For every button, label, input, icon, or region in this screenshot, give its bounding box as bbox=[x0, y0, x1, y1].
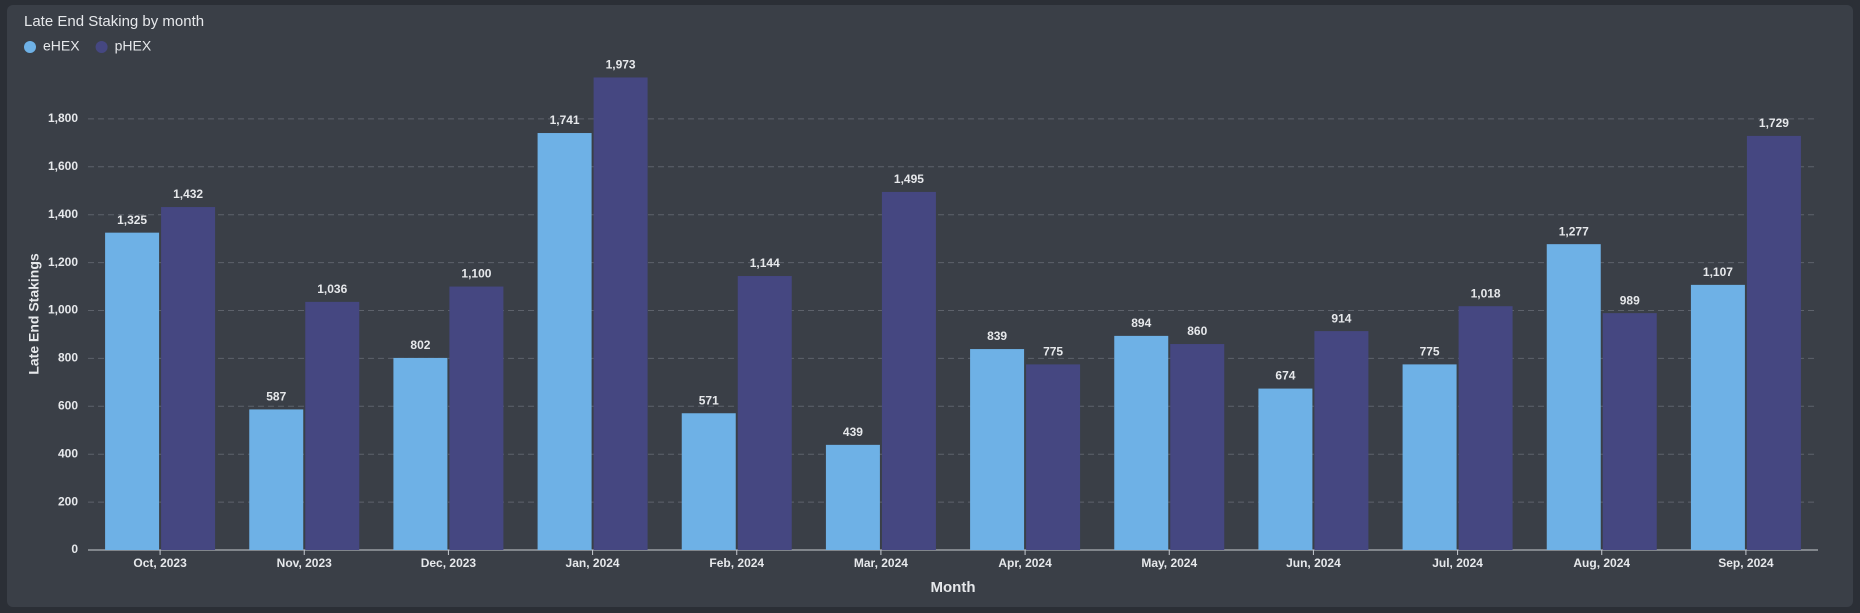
legend-marker bbox=[24, 41, 36, 53]
y-tick-label: 1,400 bbox=[48, 207, 78, 221]
bar bbox=[970, 349, 1025, 550]
bar bbox=[1690, 284, 1745, 550]
data-label: 1,495 bbox=[894, 172, 924, 186]
bar bbox=[1546, 244, 1601, 550]
y-tick-label: 0 bbox=[71, 542, 78, 556]
y-tick-label: 1,600 bbox=[48, 159, 78, 173]
bar bbox=[881, 191, 936, 550]
data-label: 439 bbox=[843, 425, 863, 439]
bar bbox=[1602, 313, 1657, 550]
data-label: 989 bbox=[1620, 293, 1640, 307]
bar bbox=[1402, 364, 1457, 550]
y-tick-label: 400 bbox=[58, 446, 78, 460]
x-tick-label: Feb, 2024 bbox=[709, 556, 764, 570]
data-label: 587 bbox=[266, 390, 286, 404]
data-label: 1,729 bbox=[1759, 116, 1789, 130]
x-tick-label: Dec, 2023 bbox=[421, 556, 477, 570]
data-label: 674 bbox=[1275, 369, 1295, 383]
x-tick-label: May, 2024 bbox=[1141, 556, 1197, 570]
data-label: 860 bbox=[1187, 324, 1207, 338]
data-label: 914 bbox=[1331, 311, 1351, 325]
bar bbox=[305, 301, 360, 550]
data-label: 894 bbox=[1131, 316, 1151, 330]
y-tick-label: 1,200 bbox=[48, 255, 78, 269]
data-label: 1,107 bbox=[1703, 265, 1733, 279]
data-label: 1,325 bbox=[117, 213, 147, 227]
legend-marker bbox=[95, 41, 108, 53]
bar bbox=[1746, 135, 1801, 551]
data-label: 802 bbox=[410, 338, 430, 352]
bar bbox=[249, 409, 304, 550]
y-tick-label: 200 bbox=[58, 494, 78, 508]
data-label: 1,144 bbox=[750, 256, 780, 270]
x-tick-label: Mar, 2024 bbox=[854, 556, 908, 570]
bar bbox=[681, 413, 736, 550]
data-label: 1,036 bbox=[317, 282, 347, 296]
x-tick-label: Nov, 2023 bbox=[277, 556, 332, 570]
bar bbox=[1458, 306, 1513, 550]
bar bbox=[449, 286, 504, 550]
data-label: 1,973 bbox=[606, 58, 636, 72]
data-label: 775 bbox=[1043, 345, 1063, 359]
bar bbox=[1026, 364, 1081, 550]
x-tick-label: Jun, 2024 bbox=[1286, 556, 1341, 570]
bar bbox=[537, 133, 592, 550]
x-tick-label: Oct, 2023 bbox=[133, 556, 187, 570]
bar bbox=[161, 207, 216, 550]
data-label: 1,018 bbox=[1471, 286, 1501, 300]
data-label: 1,100 bbox=[461, 267, 491, 281]
bar bbox=[105, 232, 160, 550]
data-label: 1,741 bbox=[550, 113, 580, 127]
x-tick-label: Jan, 2024 bbox=[566, 556, 620, 570]
bar bbox=[1114, 335, 1169, 550]
x-axis-title: Month bbox=[931, 579, 976, 596]
legend-label: pHEX bbox=[115, 38, 152, 54]
bar bbox=[393, 357, 448, 550]
bar bbox=[737, 276, 792, 550]
x-tick-label: Sep, 2024 bbox=[1718, 556, 1774, 570]
x-tick-label: Jul, 2024 bbox=[1432, 556, 1483, 570]
y-tick-label: 600 bbox=[58, 398, 78, 412]
bar bbox=[825, 444, 880, 550]
data-label: 1,432 bbox=[173, 187, 203, 201]
x-tick-label: Apr, 2024 bbox=[998, 556, 1052, 570]
data-label: 775 bbox=[1420, 345, 1440, 359]
bar bbox=[1258, 388, 1313, 550]
chart-title: Late End Staking by month bbox=[24, 13, 204, 30]
data-label: 839 bbox=[987, 329, 1007, 343]
y-tick-label: 1,000 bbox=[48, 303, 78, 317]
bar bbox=[593, 77, 648, 551]
x-tick-label: Aug, 2024 bbox=[1573, 556, 1630, 570]
data-label: 1,277 bbox=[1559, 224, 1589, 238]
bar bbox=[1314, 331, 1369, 550]
y-tick-label: 800 bbox=[58, 351, 78, 365]
y-axis-title: Late End Stakings bbox=[26, 253, 42, 375]
data-label: 571 bbox=[699, 393, 719, 407]
legend-label: eHEX bbox=[43, 38, 80, 54]
bar bbox=[1170, 344, 1225, 550]
y-tick-label: 1,800 bbox=[48, 111, 78, 125]
